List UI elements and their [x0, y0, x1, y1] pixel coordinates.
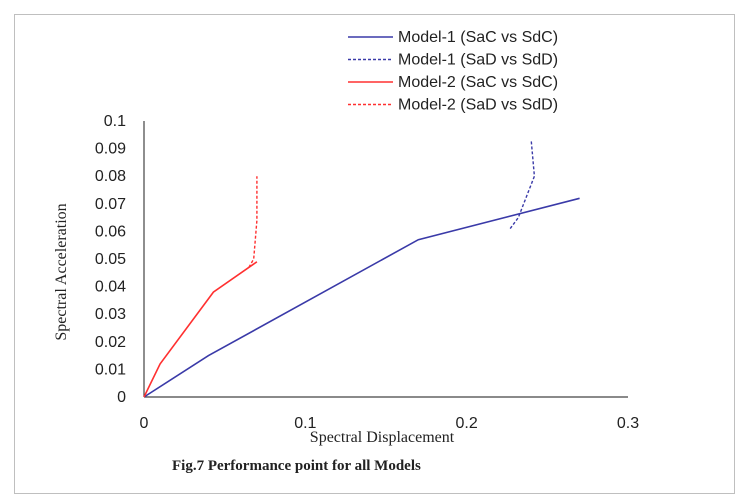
chart-frame [14, 14, 735, 494]
x-tick-label: 0 [140, 415, 149, 432]
y-tick-label: 0.01 [95, 361, 126, 378]
legend-label-3: Model-2 (SaC vs SdC) [398, 74, 558, 91]
y-tick-label: 0.1 [104, 113, 126, 130]
y-axis-label: Spectral Acceleration [53, 203, 70, 340]
y-axis-ticks: 0 0.01 0.02 0.03 0.04 0.05 0.06 0.07 0.08 0.09 0.1 [95, 113, 126, 406]
x-tick-label: 0.2 [456, 415, 478, 432]
x-tick-label: 0.3 [617, 415, 639, 432]
series-line-4 [248, 176, 258, 268]
y-tick-label: 0.02 [95, 334, 126, 351]
x-axis-ticks: 0 0.1 0.2 0.3 [140, 415, 640, 432]
legend-label-2: Model-1 (SaD vs SdD) [398, 52, 558, 69]
y-tick-label: 0.09 [95, 141, 126, 158]
x-tick-label: 0.1 [294, 415, 316, 432]
series-line-2 [509, 140, 536, 230]
y-tick-label: 0.04 [95, 279, 126, 296]
legend-label-4: Model-2 (SaD vs SdD) [398, 97, 558, 114]
y-tick-label: 0.03 [95, 306, 126, 323]
figure-caption: Fig.7 Performance point for all Models [172, 458, 421, 474]
y-tick-label: 0.05 [95, 251, 126, 268]
series-line-1 [143, 197, 580, 398]
y-tick-label: 0.08 [95, 168, 126, 185]
legend-label-1: Model-1 (SaC vs SdC) [398, 29, 558, 46]
series-line-3 [143, 261, 258, 398]
x-axis-label: Spectral Displacement [310, 429, 455, 446]
legend: Model-1 (SaC vs SdC) Model-1 (SaD vs SdD)… [348, 29, 558, 114]
y-tick-label: 0 [117, 389, 126, 406]
y-tick-label: 0.07 [95, 196, 126, 213]
y-tick-label: 0.06 [95, 223, 126, 240]
series-group [143, 140, 580, 398]
